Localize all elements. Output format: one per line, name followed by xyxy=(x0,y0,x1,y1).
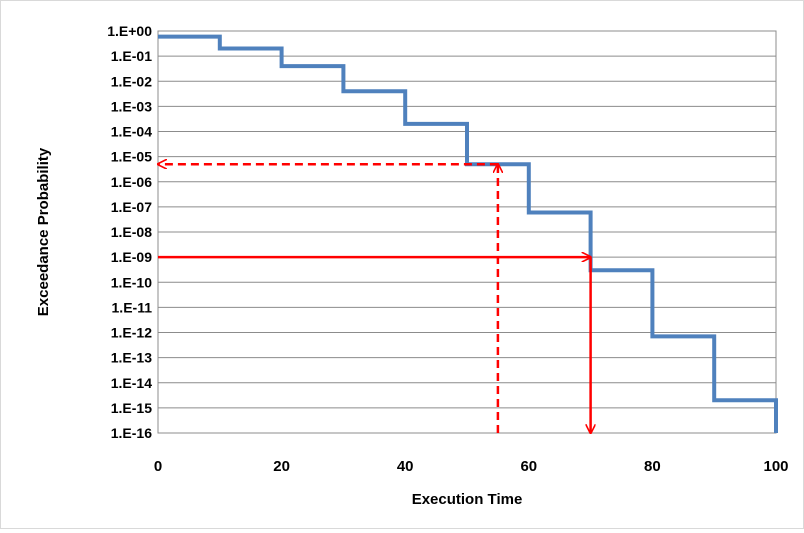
y-tick-label: 1.E-16 xyxy=(111,425,152,441)
y-tick-label: 1.E-14 xyxy=(111,375,152,391)
x-tick-label: 60 xyxy=(520,458,537,475)
y-tick-label: 1.E-01 xyxy=(111,48,152,64)
y-axis-title: Exceedance Probability xyxy=(35,147,52,316)
x-tick-label: 100 xyxy=(763,458,788,475)
y-tick-label: 1.E-02 xyxy=(111,73,152,89)
y-tick-label: 1.E-10 xyxy=(111,274,152,290)
x-axis-title: Execution Time xyxy=(412,491,523,508)
y-tick-label: 1.E-09 xyxy=(111,249,152,265)
y-tick-label: 1.E-07 xyxy=(111,199,152,215)
x-tick-label: 20 xyxy=(273,458,290,475)
y-tick-label: 1.E-05 xyxy=(111,149,152,165)
series-step-line xyxy=(158,34,778,433)
x-tick-label: 80 xyxy=(644,458,661,475)
y-tick-label: 1.E-13 xyxy=(111,350,152,366)
y-tick-label: 1.E-03 xyxy=(111,98,152,114)
y-tick-label: 1.E-04 xyxy=(111,124,152,140)
plot-area xyxy=(157,30,777,434)
y-tick-label: 1.E-15 xyxy=(111,400,152,416)
x-tick-label: 40 xyxy=(397,458,414,475)
y-tick-label: 1.E+00 xyxy=(107,23,152,39)
y-tick-label: 1.E-11 xyxy=(112,299,153,315)
y-tick-label: 1.E-08 xyxy=(111,224,152,240)
x-tick-label: 0 xyxy=(154,458,162,475)
y-tick-label: 1.E-06 xyxy=(111,174,152,190)
y-tick-label: 1.E-12 xyxy=(111,325,152,341)
